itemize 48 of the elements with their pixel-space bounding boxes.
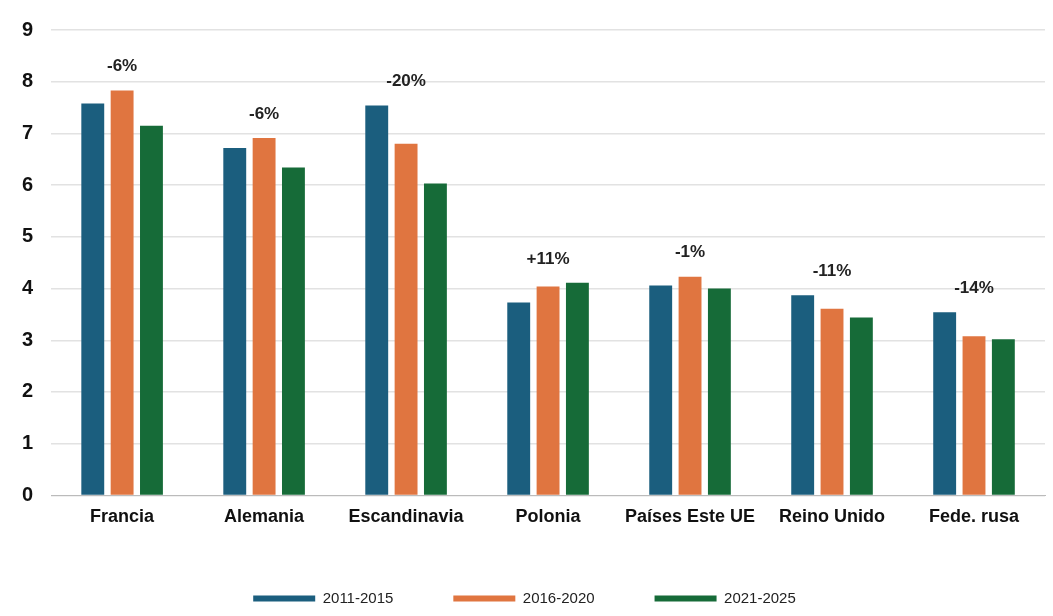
bar <box>223 147 247 495</box>
x-tick-label: Escandinavia <box>348 506 465 527</box>
y-tick-label: 8 <box>22 69 34 92</box>
x-tick-label: Países Este UE <box>625 506 756 527</box>
legend-label: 2021-2025 <box>724 588 796 606</box>
x-tick-label: Polonia <box>515 506 582 527</box>
y-tick-label: 3 <box>22 327 34 350</box>
bar <box>507 302 531 495</box>
bar <box>365 105 389 495</box>
annotation: +11% <box>526 248 570 268</box>
annotation: -1% <box>674 242 706 262</box>
legend-label: 2011-2015 <box>322 588 394 606</box>
y-tick-label: 4 <box>22 276 34 299</box>
x-tick-label: Fede. rusa <box>928 506 1021 527</box>
x-tick-label: Reino Unido <box>779 506 886 527</box>
bar <box>394 143 418 495</box>
bar <box>252 138 276 495</box>
bar <box>707 288 731 495</box>
bar <box>282 167 305 495</box>
bar <box>933 312 957 495</box>
bar <box>140 125 163 495</box>
y-tick-label: 7 <box>22 120 34 143</box>
bar <box>820 308 844 495</box>
bar <box>110 90 134 495</box>
bar <box>991 339 1015 495</box>
bar <box>678 276 702 495</box>
bar <box>649 285 673 495</box>
bar <box>962 336 986 495</box>
y-tick-label: 6 <box>22 172 34 195</box>
annotation: -6% <box>107 56 138 76</box>
bar <box>565 282 589 495</box>
annotation: -14% <box>954 278 994 298</box>
annotation: -20% <box>386 71 426 91</box>
y-tick-label: 2 <box>22 379 34 402</box>
x-tick-label: Alemania <box>224 506 306 527</box>
x-tick-label: Francia <box>90 506 156 527</box>
bar <box>849 317 873 495</box>
y-tick-label: 0 <box>22 482 34 505</box>
legend-label: 2016-2020 <box>522 588 595 606</box>
bar <box>536 286 560 495</box>
bar <box>81 103 105 495</box>
bar <box>791 295 815 495</box>
y-tick-label: 1 <box>22 431 34 454</box>
annotation: -6% <box>248 103 280 123</box>
annotation: -11% <box>812 260 852 280</box>
bar <box>423 183 447 495</box>
y-tick-label: 9 <box>22 17 34 40</box>
y-tick-label: 5 <box>22 224 34 247</box>
